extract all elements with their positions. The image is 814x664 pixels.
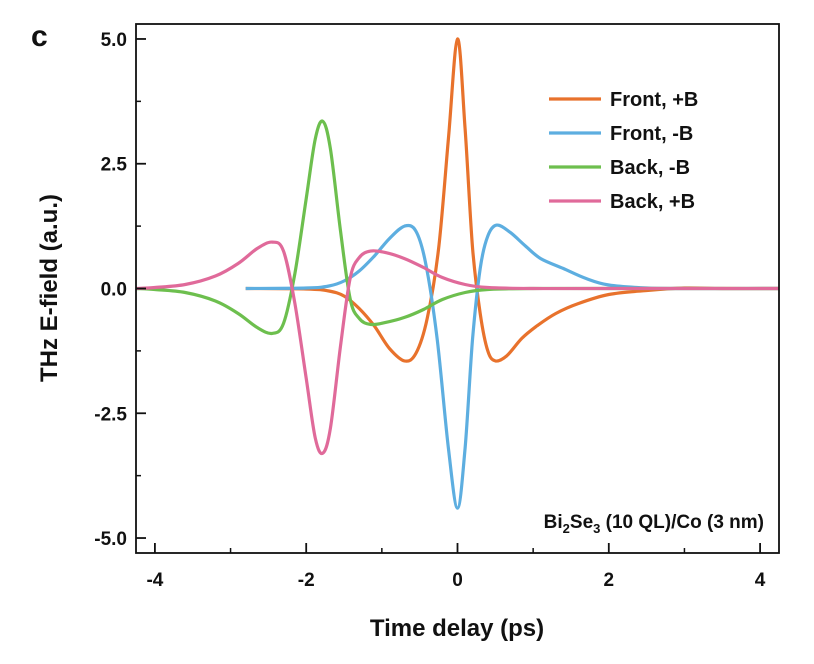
annotation-mid: Se — [570, 512, 593, 533]
annotation-sub1: 2 — [563, 521, 570, 536]
annotation-sub2: 3 — [593, 521, 600, 536]
legend-label: Back, -B — [610, 157, 690, 179]
sample-annotation: Bi2Se3 (10 QL)/Co (3 nm) — [544, 512, 764, 536]
series-traces — [135, 37, 780, 510]
axis-ticks: -4 -2 0 2 4 5.0 2.5 0.0 -2.5 -5.0 — [94, 30, 766, 591]
y-tick-label: -5.0 — [94, 529, 127, 550]
y-tick-label: 2.5 — [101, 155, 128, 176]
legend-label: Front, -B — [610, 123, 693, 145]
y-tick-label: -2.5 — [94, 404, 127, 425]
panel-label: c — [31, 20, 48, 53]
x-tick-label: -4 — [146, 570, 163, 591]
y-axis-title: THz E-field (a.u.) — [36, 194, 63, 382]
series-line-1 — [245, 223, 780, 510]
legend-label: Back, +B — [610, 191, 695, 213]
series-line-2 — [135, 119, 779, 336]
y-tick-label: 0.0 — [101, 280, 127, 301]
series-line-0 — [245, 37, 780, 363]
x-tick-label: 0 — [452, 570, 463, 591]
x-axis-title: Time delay (ps) — [370, 615, 544, 642]
legend: Front, +B Front, -B Back, -B Back, +B — [549, 89, 698, 213]
y-tick-label: 5.0 — [101, 30, 127, 51]
x-tick-label: 4 — [755, 570, 766, 591]
x-tick-label: -2 — [298, 570, 315, 591]
annotation-base: Bi — [544, 512, 563, 533]
series-line-3 — [135, 240, 779, 456]
x-tick-label: 2 — [604, 570, 615, 591]
legend-label: Front, +B — [610, 89, 698, 111]
annotation-rest: (10 QL)/Co (3 nm) — [600, 512, 764, 533]
